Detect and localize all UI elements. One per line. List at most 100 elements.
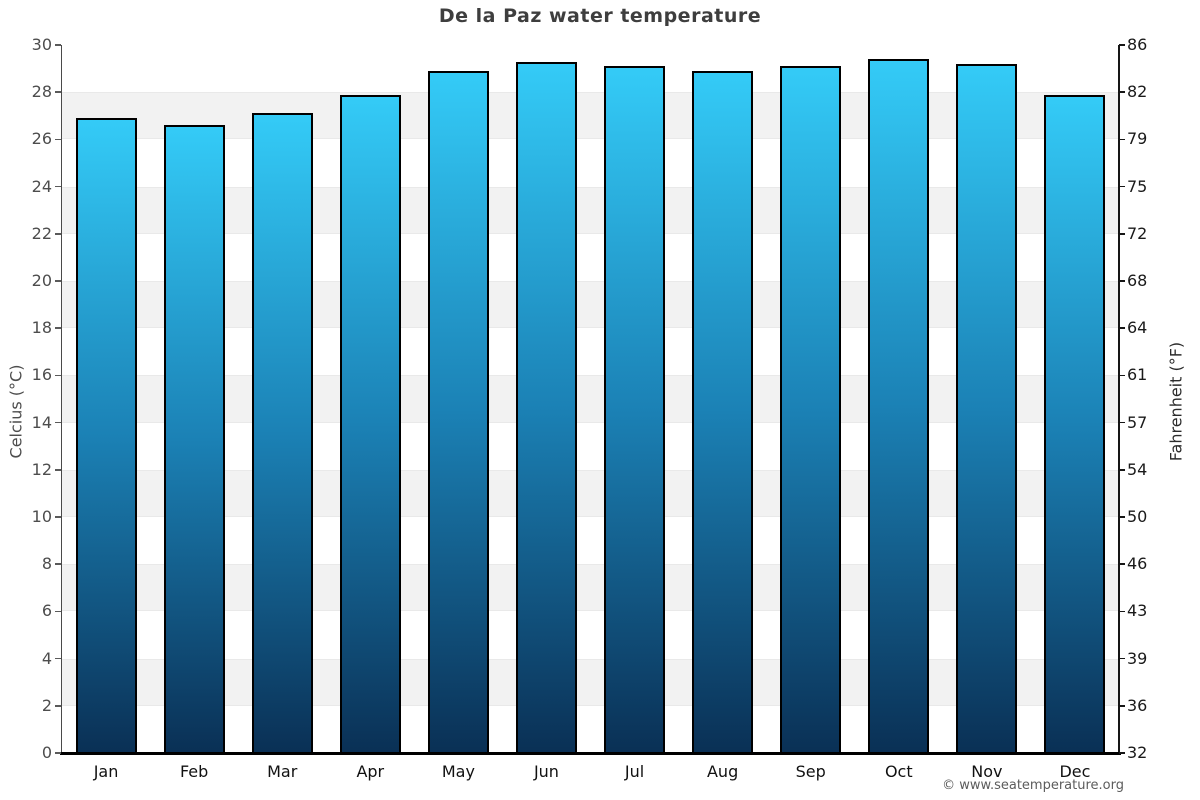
tick-mark xyxy=(55,705,61,707)
bar-may xyxy=(427,70,489,753)
bar-sep xyxy=(780,66,842,753)
grid-band xyxy=(62,45,1119,93)
tick-mark xyxy=(1119,469,1125,471)
x-axis-line xyxy=(60,751,1121,755)
y-tick-celsius-24: 24 xyxy=(31,176,52,196)
y-axis-line-left xyxy=(60,45,62,754)
y-tick-fahrenheit-61: 61 xyxy=(1127,365,1148,385)
y-tick-celsius-8: 8 xyxy=(41,554,52,574)
y-tick-celsius-0: 0 xyxy=(41,743,52,762)
tick-mark xyxy=(1119,44,1125,46)
y-tick-celsius-4: 4 xyxy=(41,648,52,668)
watermark-link[interactable]: © www.seatemperature.org xyxy=(942,778,1124,793)
plot-area xyxy=(62,45,1119,753)
tick-mark xyxy=(55,138,61,141)
y-tick-fahrenheit-43: 43 xyxy=(1127,601,1148,621)
y-tick-celsius-18: 18 xyxy=(31,318,52,338)
grid-band xyxy=(62,281,1119,329)
x-tick-dec: Dec xyxy=(1059,762,1091,781)
tick-mark xyxy=(55,280,61,282)
y-tick-celsius-26: 26 xyxy=(31,129,52,149)
bar-dec xyxy=(1044,94,1106,753)
y-tick-celsius-12: 12 xyxy=(31,459,52,479)
bar-apr xyxy=(339,94,401,753)
y-tick-fahrenheit-79: 79 xyxy=(1127,129,1148,149)
y-tick-celsius-14: 14 xyxy=(31,412,52,432)
grid-band xyxy=(62,564,1119,612)
grid-band xyxy=(62,139,1119,187)
x-tick-jul: Jul xyxy=(624,762,645,781)
y-tick-celsius-16: 16 xyxy=(31,365,52,385)
grid-band xyxy=(62,658,1119,706)
tick-mark xyxy=(1119,280,1125,282)
grid-band xyxy=(62,328,1119,376)
y-tick-celsius-2: 2 xyxy=(41,695,52,715)
chart-title: De la Paz water temperature xyxy=(438,5,762,27)
tick-mark xyxy=(1119,233,1125,235)
grid-band xyxy=(62,233,1119,281)
x-tick-aug: Aug xyxy=(706,762,739,781)
x-tick-sep: Sep xyxy=(795,762,826,781)
x-tick-nov: Nov xyxy=(971,762,1003,781)
bar-mar xyxy=(251,113,313,753)
x-tick-jan: Jan xyxy=(93,762,119,781)
tick-mark xyxy=(1119,374,1125,377)
y-tick-celsius-6: 6 xyxy=(41,601,52,621)
grid-band xyxy=(62,705,1119,753)
bar-jan xyxy=(75,118,137,753)
y-tick-fahrenheit-75: 75 xyxy=(1127,176,1148,196)
y-tick-fahrenheit-32: 32 xyxy=(1127,743,1148,762)
tick-mark xyxy=(1119,185,1125,188)
y-tick-fahrenheit-86: 86 xyxy=(1127,35,1148,54)
x-tick-apr: Apr xyxy=(356,762,385,781)
tick-mark xyxy=(55,421,61,424)
tick-mark xyxy=(1119,657,1125,660)
tick-mark xyxy=(1119,327,1125,329)
tick-mark xyxy=(1119,516,1125,518)
x-tick-oct: Oct xyxy=(884,762,913,781)
tick-mark xyxy=(55,752,61,754)
bar-nov xyxy=(956,63,1018,753)
tick-mark xyxy=(55,44,61,46)
y-tick-fahrenheit-36: 36 xyxy=(1127,695,1148,715)
tick-mark xyxy=(55,610,61,613)
tick-mark xyxy=(55,516,61,518)
grid-band xyxy=(62,422,1119,470)
tick-mark xyxy=(1119,421,1125,424)
y-tick-celsius-10: 10 xyxy=(31,507,52,526)
x-tick-feb: Feb xyxy=(179,762,209,781)
y-tick-fahrenheit-39: 39 xyxy=(1127,648,1148,668)
bar-jul xyxy=(604,66,666,753)
grid-band xyxy=(62,469,1119,517)
grid-band xyxy=(62,375,1119,423)
y-tick-fahrenheit-57: 57 xyxy=(1127,412,1148,432)
y-tick-fahrenheit-54: 54 xyxy=(1127,459,1148,479)
tick-mark xyxy=(1119,752,1125,754)
y-tick-fahrenheit-64: 64 xyxy=(1127,318,1148,338)
tick-mark xyxy=(55,563,61,565)
grid-band xyxy=(62,92,1119,140)
tick-mark xyxy=(55,327,61,329)
x-tick-jun: Jun xyxy=(533,762,559,781)
y-tick-celsius-30: 30 xyxy=(31,35,52,54)
tick-mark xyxy=(55,233,61,235)
y-tick-celsius-22: 22 xyxy=(31,223,52,243)
tick-mark xyxy=(55,91,61,93)
bar-jun xyxy=(515,61,577,753)
grid-band xyxy=(62,517,1119,565)
y-tick-celsius-28: 28 xyxy=(31,82,52,102)
y-tick-fahrenheit-68: 68 xyxy=(1127,271,1148,290)
tick-mark xyxy=(1119,138,1125,141)
y-tick-fahrenheit-82: 82 xyxy=(1127,82,1148,102)
tick-mark xyxy=(1119,91,1125,93)
bar-oct xyxy=(868,59,930,753)
y-tick-fahrenheit-46: 46 xyxy=(1127,554,1148,574)
tick-mark xyxy=(1119,705,1125,707)
grid-band xyxy=(62,186,1119,234)
y-tick-celsius-20: 20 xyxy=(31,271,52,290)
y-axis-line-right xyxy=(1118,45,1120,754)
y-tick-fahrenheit-50: 50 xyxy=(1127,507,1148,526)
tick-mark xyxy=(55,374,61,377)
bar-feb xyxy=(163,125,225,753)
